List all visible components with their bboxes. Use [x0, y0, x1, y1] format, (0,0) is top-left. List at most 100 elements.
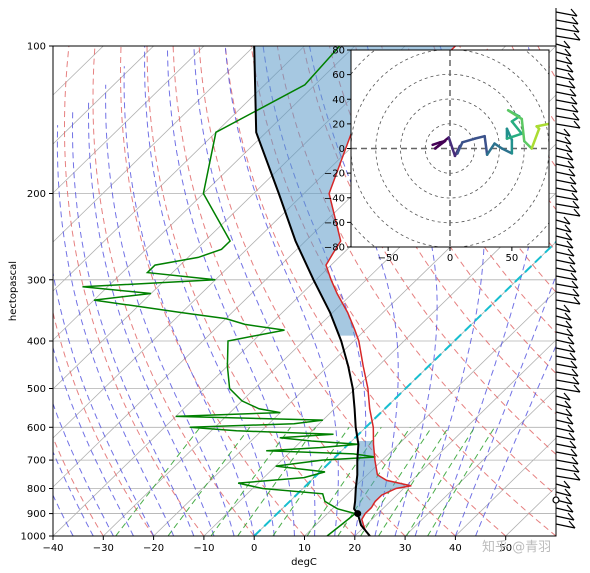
wind-barb-flag	[568, 80, 576, 89]
wind-barb	[555, 475, 581, 481]
hodograph-y-tick-label: 80	[332, 46, 345, 57]
isotherm-40	[455, 437, 556, 536]
dry-adiabat	[146, 46, 356, 536]
watermark-text: 知乎 @青羽	[482, 539, 551, 555]
wind-barb-flag	[566, 64, 574, 73]
moist-adiabat	[53, 450, 94, 536]
wind-barb-flag	[572, 376, 580, 385]
moist-adiabat	[166, 46, 295, 536]
wind-barb	[555, 395, 571, 401]
wind-barb	[555, 267, 577, 273]
wind-barb-flag	[573, 120, 581, 129]
hodograph-y-tick-label: −60	[324, 218, 345, 229]
wind-barb-flag	[564, 400, 572, 409]
hodograph-trace-segment	[506, 109, 524, 121]
y-tick-label: 600	[27, 423, 46, 434]
wind-barb	[555, 363, 578, 369]
wind-barb-flag	[567, 424, 575, 433]
y-tick-label: 400	[27, 337, 46, 348]
isotherm--10	[203, 192, 556, 536]
wind-barb-flag	[563, 392, 571, 401]
wind-barb-flag	[565, 320, 573, 329]
wind-barb-flag	[568, 432, 576, 441]
x-tick-label: 10	[298, 543, 311, 554]
wind-barb-flag	[564, 224, 572, 233]
mixing-ratio-line	[115, 426, 201, 536]
wind-barb-flag	[573, 32, 581, 41]
wind-barb	[555, 219, 571, 225]
wind-barb-flag	[571, 192, 579, 201]
wind-barb-flag	[573, 208, 581, 217]
wind-barb	[555, 443, 577, 449]
wind-barb	[555, 83, 576, 89]
wind-barb-flag	[566, 240, 574, 249]
zero-degree-isotherm	[253, 240, 556, 536]
temperature-profile	[325, 46, 456, 536]
wind-barb-flag	[570, 272, 578, 281]
hodograph-trace-segment	[493, 142, 504, 150]
hodograph-trace-segment	[431, 141, 442, 147]
wind-barb	[555, 283, 579, 289]
hodograph-trace-segment	[510, 120, 524, 135]
dry-adiabat	[198, 46, 456, 536]
isotherm-10	[304, 290, 556, 536]
moist-adiabat	[53, 494, 74, 536]
wind-barb	[555, 379, 580, 385]
wind-barb-flag	[572, 464, 580, 473]
y-tick-label: 300	[27, 275, 46, 286]
wind-barb	[555, 155, 574, 161]
wind-barb-flag	[567, 248, 575, 257]
hodograph-ring	[400, 98, 500, 199]
wind-barb-flag	[563, 480, 571, 489]
wind-barb	[555, 275, 578, 281]
wind-barb	[555, 211, 581, 217]
wind-barb	[555, 187, 578, 193]
moist-adiabat	[88, 101, 215, 536]
lcl-marker	[354, 510, 362, 518]
wind-barb-flag	[564, 48, 572, 57]
isotherm--120	[53, 46, 154, 145]
y-tick-label: 200	[27, 189, 46, 200]
wind-barb-flag	[571, 456, 579, 465]
wind-barb	[555, 467, 580, 473]
moist-adiabat	[193, 46, 316, 536]
wind-barb	[555, 115, 580, 121]
wind-barb	[555, 243, 574, 249]
wind-barb-flag	[573, 296, 581, 305]
wind-barb	[555, 299, 581, 305]
wind-barb-flag	[566, 152, 574, 161]
wind-barb	[555, 355, 577, 361]
wind-barb-flag	[568, 344, 576, 353]
wind-barb	[555, 235, 573, 241]
wind-barb-flag	[564, 136, 572, 145]
hodograph-trace-segment	[505, 132, 524, 140]
wind-barb-flag	[568, 520, 576, 529]
wind-barb-flag	[566, 416, 574, 425]
y-tick-label: 500	[27, 384, 46, 395]
x-tick-label: −40	[42, 543, 63, 554]
wind-barb	[555, 59, 573, 65]
wind-barb	[555, 307, 571, 313]
moist-adiabat	[72, 109, 195, 536]
hodograph-trace-segment	[523, 139, 533, 150]
moist-adiabat	[224, 46, 339, 536]
wind-barb-flag	[563, 216, 571, 225]
wind-barb	[555, 123, 581, 129]
isotherm--90	[53, 46, 305, 292]
wind-barb-flag	[567, 72, 575, 81]
dry-adiabat	[302, 46, 556, 456]
wind-barb	[555, 27, 580, 33]
skewt-data-lines	[82, 46, 456, 536]
moist-adiabat	[53, 402, 114, 536]
wind-barb-flag	[565, 232, 573, 241]
wind-barb	[555, 515, 575, 521]
hodograph-trace-segment	[485, 142, 496, 156]
wind-barb	[555, 291, 580, 297]
dry-adiabat	[224, 46, 507, 536]
wind-barb	[555, 403, 572, 409]
wind-barb-flag	[569, 264, 577, 273]
dry-adiabat	[328, 46, 556, 415]
wind-barb-flag	[570, 360, 578, 369]
hodograph-x-tick-label: 0	[447, 253, 453, 264]
wind-barb-flag	[563, 128, 571, 137]
